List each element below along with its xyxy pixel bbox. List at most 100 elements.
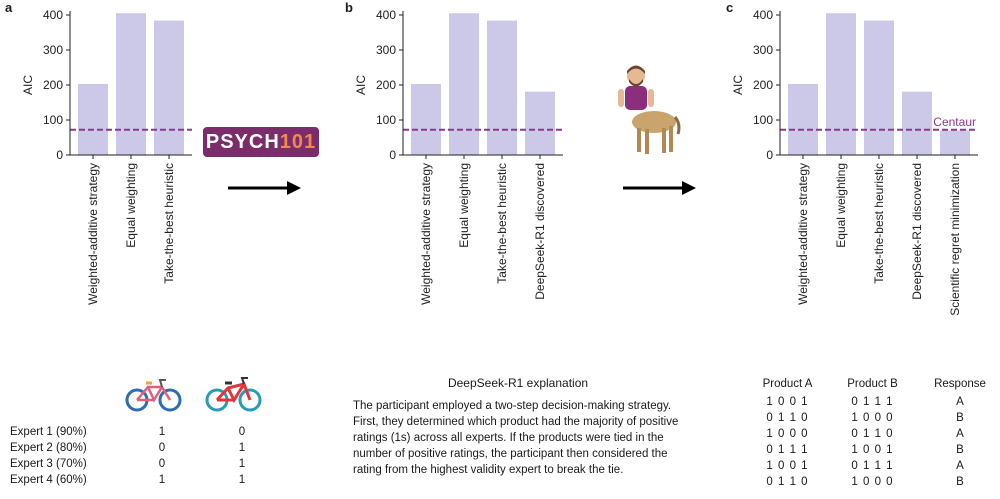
reference-line-label: Centaur [933, 115, 976, 129]
bar [78, 83, 108, 155]
y-tick-label: 400 [753, 8, 773, 22]
y-axis-label: AIC [21, 75, 35, 95]
y-tick-label: 200 [43, 78, 63, 92]
product-row: 1 0 0 0 0 1 1 0 A [750, 426, 1000, 442]
expert-rating-a: 0 [158, 442, 166, 454]
product-a-ratings: 0 1 1 0 [766, 412, 809, 424]
bar [525, 91, 555, 155]
expert-row: Expert 4 (60%) 1 1 [10, 472, 282, 488]
chart-panel-c: Centaur 0 100 200 300 400 AIC Weighted-additive… [731, 8, 978, 316]
expert-rating-b: 0 [238, 426, 246, 438]
x-tick-label: DeepSeek-R1 discovered [533, 163, 547, 300]
y-tick-label: 0 [389, 148, 396, 162]
expert-row: Expert 2 (80%) 0 1 [10, 440, 282, 456]
y-tick-label: 400 [43, 8, 63, 22]
product-b-ratings: 1 0 0 0 [851, 412, 894, 424]
bicycle-icon-blue [125, 379, 182, 412]
bar [902, 91, 932, 155]
experts-table: Expert 1 (90%) 1 0 Expert 2 (80%) 0 1 Expert 3… [10, 424, 282, 488]
y-tick-label: 0 [56, 148, 63, 162]
y-tick-label: 200 [376, 78, 396, 92]
product-row: 1 0 0 1 0 1 1 1 A [750, 394, 1000, 410]
expert-label: Expert 1 (90%) [10, 426, 87, 438]
expert-label: Expert 3 (70%) [10, 458, 87, 470]
response-value: B [956, 476, 964, 488]
x-tick-label: Take-the-best heuristic [872, 163, 886, 284]
expert-rating-b: 1 [238, 458, 246, 470]
product-a-ratings: 0 1 1 1 [766, 444, 809, 456]
explanation-body: The participant employed a two-step deci… [353, 400, 679, 476]
x-tick-label: Equal weighting [457, 163, 471, 248]
expert-label: Expert 2 (80%) [10, 442, 87, 454]
product-a-ratings: 1 0 0 1 [766, 396, 809, 408]
y-tick-label: 100 [43, 113, 63, 127]
logo-text-2: 101 [279, 131, 317, 153]
centaur-icon [618, 65, 681, 154]
x-tick-label: Take-the-best heuristic [495, 163, 509, 284]
product-row: 0 1 1 0 1 0 0 0 B [750, 474, 1000, 490]
bar [154, 20, 184, 155]
response-value: A [956, 396, 964, 408]
panel-letter-c: c [726, 0, 734, 15]
panel-letter-b: b [345, 0, 353, 15]
product-row: 0 1 1 0 1 0 0 0 B [750, 410, 1000, 426]
x-tick-label: Weighted-additive strategy [419, 163, 433, 305]
product-b-ratings: 0 1 1 0 [851, 428, 894, 440]
bicycle-icon-red [205, 377, 262, 412]
expert-row: Expert 3 (70%) 0 1 [10, 456, 282, 472]
logo-text-1: PSYCH [205, 131, 280, 153]
y-tick-label: 200 [753, 78, 773, 92]
product-b-ratings: 0 1 1 1 [851, 460, 894, 472]
product-row: 1 0 0 1 0 1 1 1 A [750, 458, 1000, 474]
y-tick-label: 100 [376, 113, 396, 127]
expert-row: Expert 1 (90%) 1 0 [10, 424, 282, 440]
x-tick-label: Equal weighting [834, 163, 848, 248]
x-tick-label: Equal weighting [124, 163, 138, 248]
response-value: A [956, 460, 964, 472]
chart-panel-b: 0 100 200 300 400 AIC Weighted-additive strate… [354, 8, 563, 305]
product-b-ratings: 1 0 0 0 [851, 476, 894, 488]
panel-letter-a: a [5, 0, 13, 15]
arrow-right-icon [228, 181, 301, 195]
product-row: 0 1 1 1 1 0 0 1 B [750, 442, 1000, 458]
x-tick-label: Take-the-best heuristic [162, 163, 176, 284]
bar [788, 83, 818, 155]
header-product-a: Product A [762, 378, 813, 390]
bar [116, 13, 146, 155]
bar [449, 13, 479, 155]
explanation-title: DeepSeek-R1 explanation [447, 376, 589, 390]
products-header: Product A Product B Response [750, 376, 1000, 392]
y-tick-label: 300 [753, 43, 773, 57]
expert-rating-a: 0 [158, 458, 166, 470]
product-b-ratings: 1 0 0 1 [851, 444, 894, 456]
response-value: A [956, 428, 964, 440]
expert-rating-a: 1 [158, 426, 166, 438]
chart-panel-a: 0 100 200 300 400 AIC Weighted-additive strate… [21, 8, 192, 305]
product-b-ratings: 0 1 1 1 [851, 396, 894, 408]
x-tick-label: Scientific regret minimization [948, 163, 962, 316]
header-product-b: Product B [847, 378, 898, 390]
bar [826, 13, 856, 155]
expert-rating-a: 1 [158, 474, 166, 486]
y-tick-label: 0 [766, 148, 773, 162]
y-tick-label: 100 [753, 113, 773, 127]
bar [487, 20, 517, 155]
y-axis-label: AIC [354, 75, 368, 95]
bar [411, 83, 441, 155]
x-tick-label: DeepSeek-R1 discovered [910, 163, 924, 300]
y-tick-label: 300 [376, 43, 396, 57]
expert-rating-b: 1 [238, 442, 246, 454]
x-tick-label: Weighted-additive strategy [86, 163, 100, 305]
y-tick-label: 400 [376, 8, 396, 22]
bar [940, 130, 970, 155]
y-axis-label: AIC [731, 75, 745, 95]
header-response: Response [934, 378, 986, 390]
expert-rating-b: 1 [238, 474, 246, 486]
product-a-ratings: 1 0 0 1 [766, 460, 809, 472]
arrow-right-icon [623, 181, 696, 195]
charts-canvas: 0 100 200 300 400 AIC Weighted-additive strate… [21, 8, 978, 316]
product-a-ratings: 0 1 1 0 [766, 476, 809, 488]
psych101-logo: PSYCH101 [203, 127, 319, 157]
product-a-ratings: 1 0 0 0 [766, 428, 809, 440]
expert-label: Expert 4 (60%) [10, 474, 87, 486]
